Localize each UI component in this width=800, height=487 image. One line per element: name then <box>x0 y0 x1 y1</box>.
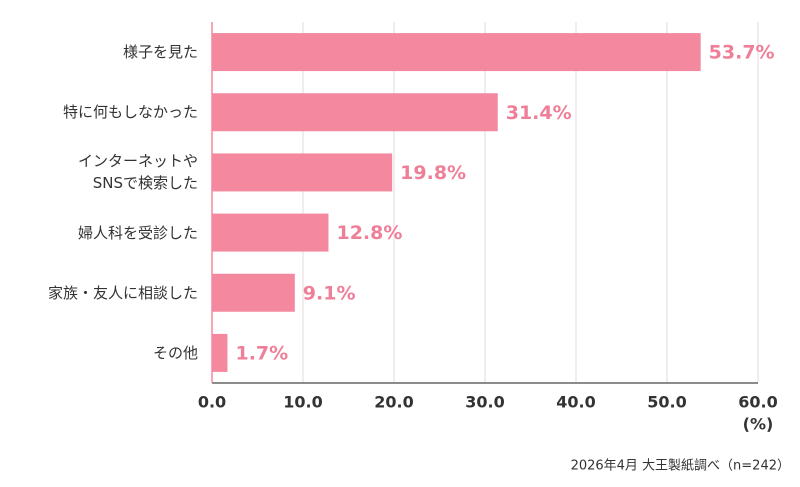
y-tick-label: 特に何もしなかった <box>62 103 198 122</box>
y-tick-label: 家族・友人に相談した <box>47 283 198 302</box>
y-tick-label: インターネットや SNSで検索した <box>77 152 198 193</box>
x-tick-label: 10.0 <box>283 393 322 412</box>
x-axis-label: (%) <box>743 415 774 434</box>
x-tick-label: 30.0 <box>465 393 504 412</box>
value-label: 12.8% <box>336 222 402 244</box>
y-tick-label: 様子を見た <box>122 43 198 62</box>
x-tick-label: 20.0 <box>374 393 413 412</box>
y-tick-label: その他 <box>152 343 198 362</box>
footnote: 2026年4月 大王製紙調べ（n=242） <box>571 459 790 474</box>
bar <box>212 93 498 132</box>
bar <box>212 213 329 252</box>
value-label: 9.1% <box>303 282 356 304</box>
bar <box>212 273 295 312</box>
value-label: 31.4% <box>506 102 572 124</box>
value-label: 1.7% <box>235 342 288 364</box>
bar <box>212 333 228 372</box>
value-label: 53.7% <box>709 42 775 64</box>
bar <box>212 153 393 192</box>
y-tick-label: 婦人科を受診した <box>77 223 198 242</box>
x-tick-label: 50.0 <box>647 393 686 412</box>
bar <box>212 33 701 72</box>
value-label: 19.8% <box>400 162 466 184</box>
x-tick-label: 0.0 <box>198 393 226 412</box>
x-tick-label: 60.0 <box>738 393 777 412</box>
x-tick-label: 40.0 <box>556 393 595 412</box>
